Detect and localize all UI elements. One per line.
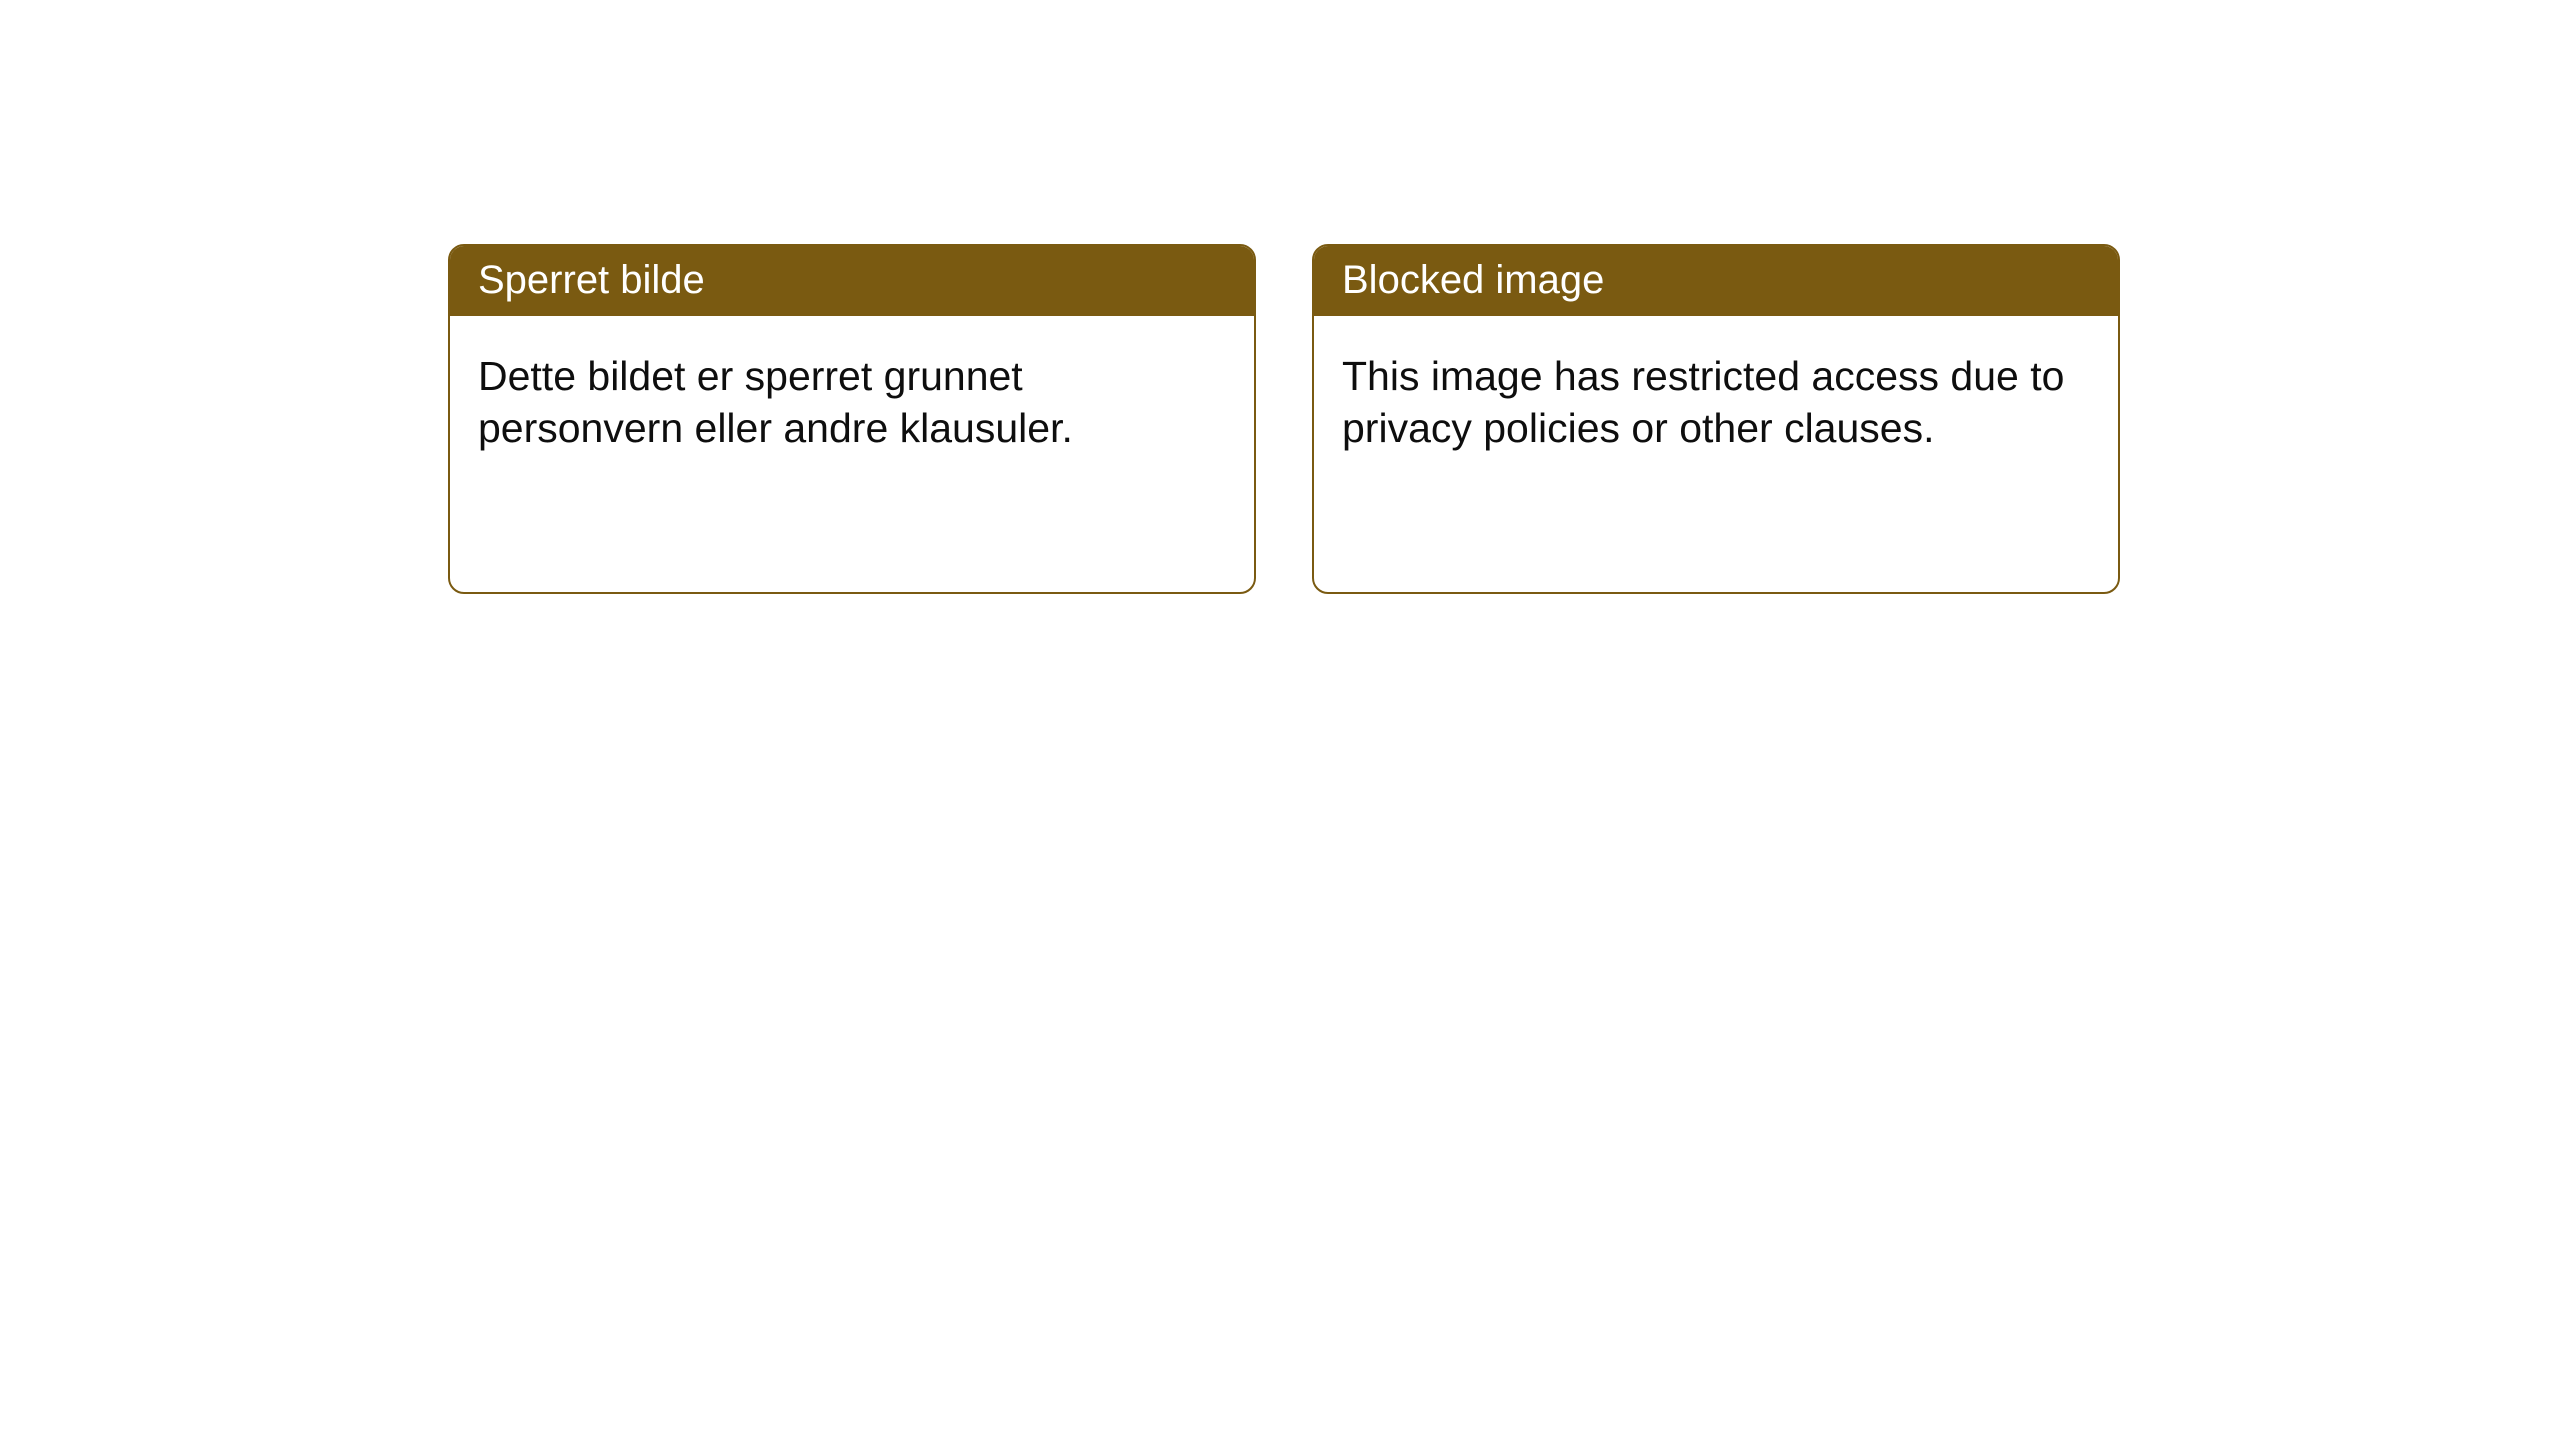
notice-container: Sperret bilde Dette bildet er sperret gr… bbox=[0, 0, 2560, 594]
notice-title-en: Blocked image bbox=[1314, 246, 2118, 316]
notice-body-en: This image has restricted access due to … bbox=[1314, 316, 2118, 592]
notice-title-no: Sperret bilde bbox=[450, 246, 1254, 316]
notice-card-no: Sperret bilde Dette bildet er sperret gr… bbox=[448, 244, 1256, 594]
notice-card-en: Blocked image This image has restricted … bbox=[1312, 244, 2120, 594]
notice-body-no: Dette bildet er sperret grunnet personve… bbox=[450, 316, 1254, 592]
